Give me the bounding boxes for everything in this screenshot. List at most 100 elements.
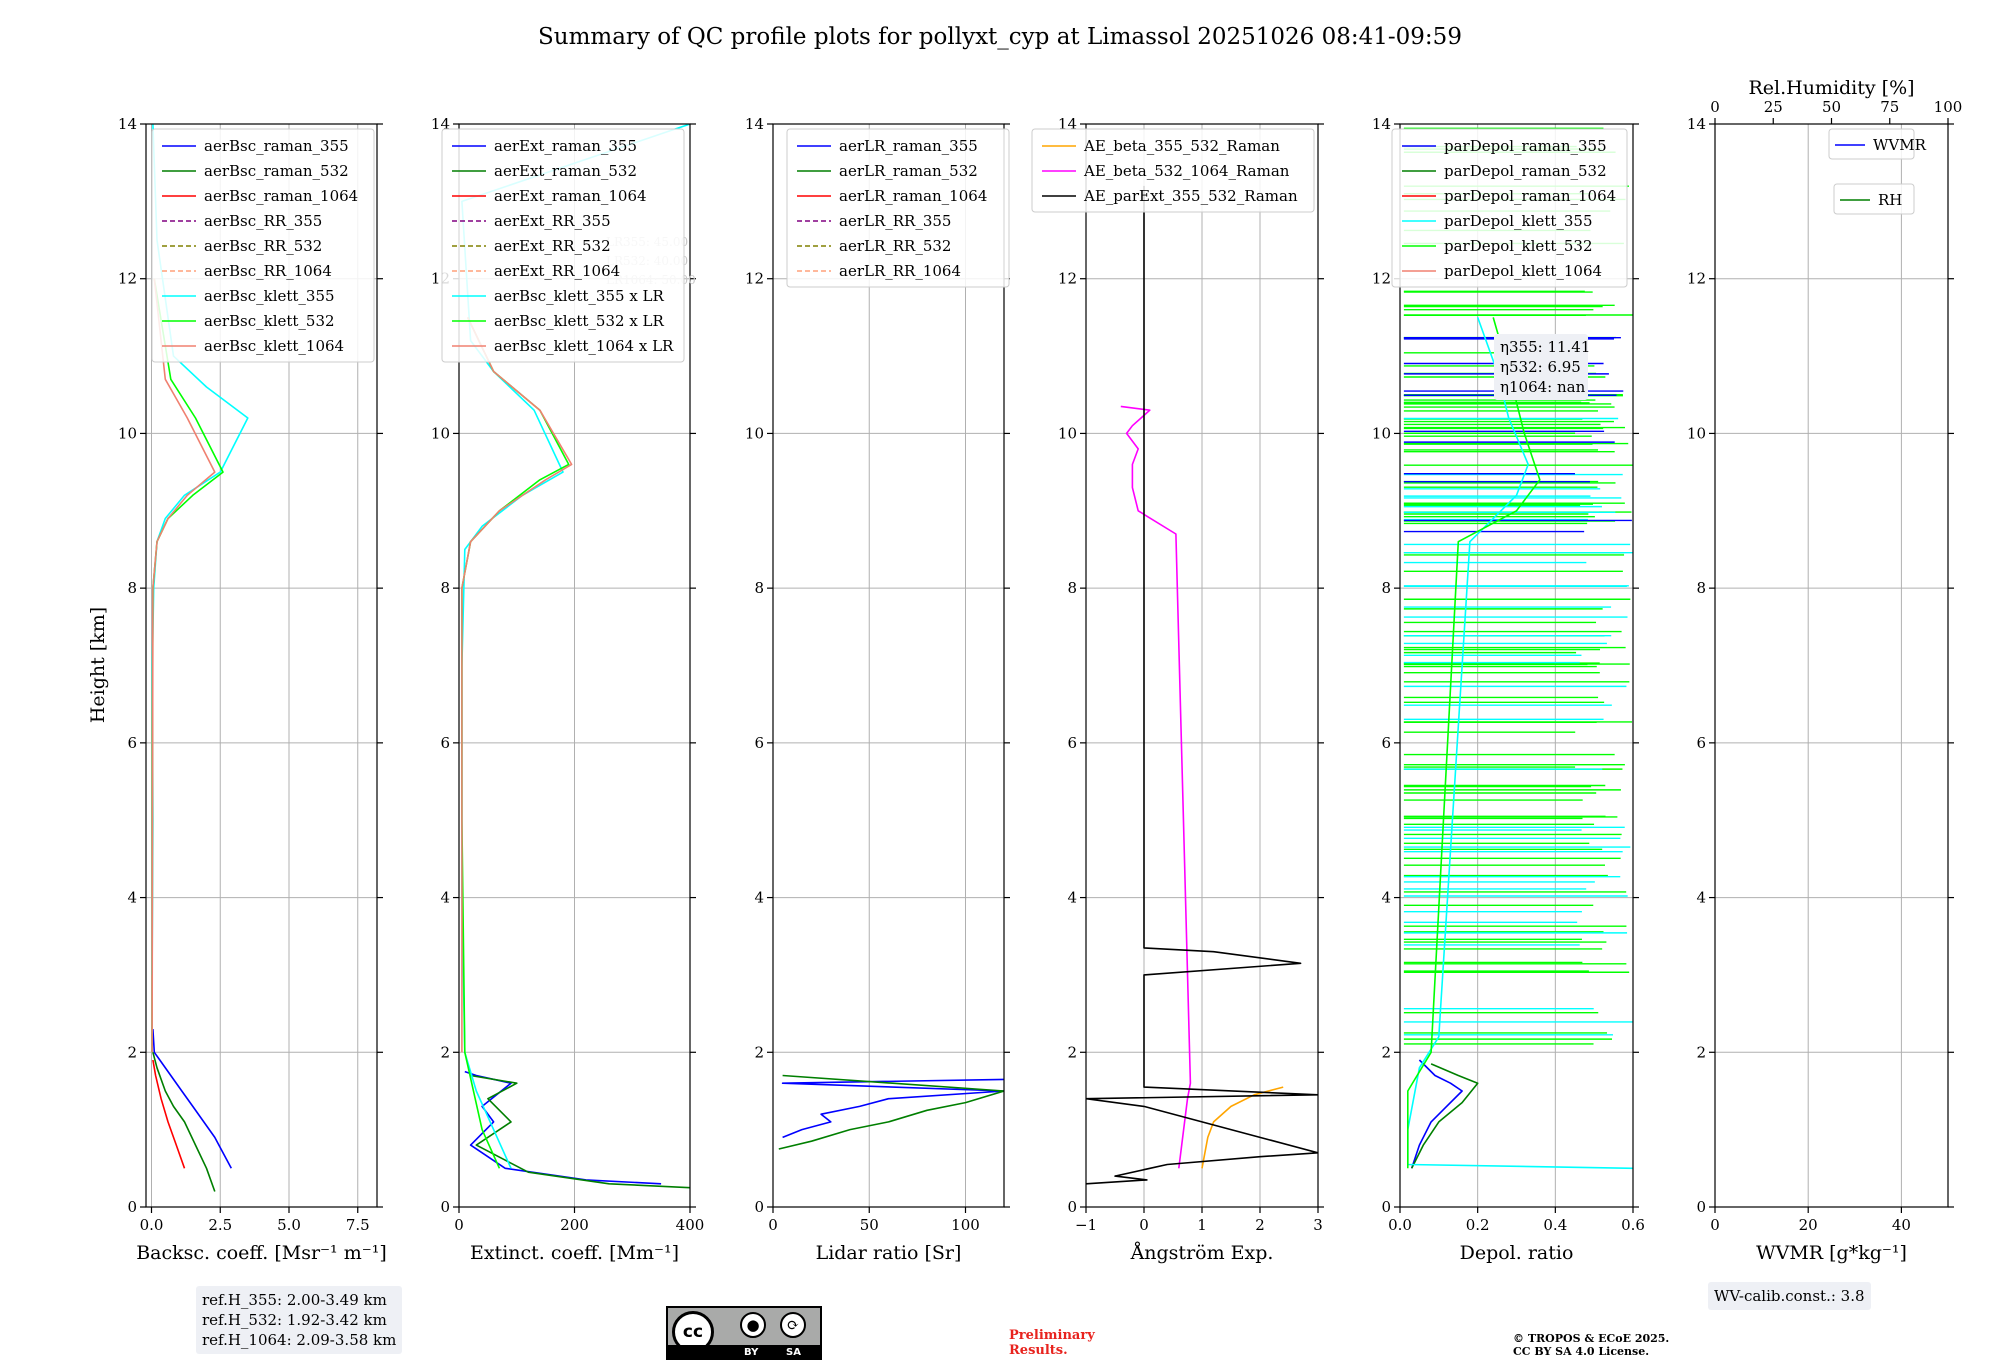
x-axis-label: Ångström Exp. [1130,1242,1274,1264]
cc-license-badge: cc ● ⟳ BY SA [666,1306,822,1360]
y-tick-label: 14 [1687,115,1706,133]
cc-by-label: BY [744,1347,758,1358]
legend-label: aerExt_RR_1064 [494,262,620,280]
preliminary-line-2: Results. [1009,1343,1095,1358]
legend-label: aerBsc_klett_1064 x LR [494,337,674,355]
y-tick-label: 10 [1372,424,1391,442]
legend-label: aerBsc_RR_532 [204,237,322,255]
x-axis-label: WVMR [g*kg⁻¹] [1756,1242,1907,1264]
legend: aerLR_raman_355aerLR_raman_532aerLR_rama… [787,129,1009,287]
qc-profile-figure: 024681012140.0 2.5 5.0 7.5Backsc. coeff. [M… [0,0,2000,1360]
y-tick-label: 2 [127,1043,137,1061]
y-tick-label: 4 [127,889,137,907]
x-tick-label: 0 [454,1216,464,1234]
y-tick-label: 14 [745,115,764,133]
legend-label: aerLR_RR_355 [839,212,951,230]
legend-label: parDepol_raman_532 [1444,162,1607,180]
series-aerExt_raman_532 [471,1076,690,1188]
legend-label: aerExt_RR_532 [494,237,611,255]
x-axis-label: Backsc. coeff. [Msr⁻¹ m⁻¹] [136,1242,387,1264]
top-x-tick-label: 0 [1710,98,1720,116]
series-aerBsc_klett_1064 [152,279,215,1053]
x-tick-label: 50 [860,1216,879,1234]
y-tick-label: 2 [754,1043,764,1061]
legend: AE_beta_355_532_Raman AE_beta_532_1064_Ra… [1032,129,1314,212]
y-tick-label: 6 [1696,734,1706,752]
x-tick-label: −1 [1075,1216,1097,1234]
legend-label: aerBsc_raman_532 [204,162,349,180]
y-tick-label: 8 [754,579,764,597]
x-tick-label: 0.0 [1388,1216,1412,1234]
x-tick-label: 200 [560,1216,589,1234]
wv-calib-box: WV-calib.const.: 3.8 [1708,1282,1871,1310]
ref-height-1064: ref.H_1064: 2.09-3.58 km [202,1330,396,1350]
legend-label: aerBsc_RR_1064 [204,262,332,280]
x-tick-label: 3 [1313,1216,1323,1234]
y-tick-label: 14 [1372,115,1391,133]
plot-area [779,1076,1004,1150]
panel-4: 02468101214−1 0 1 2 3Ångström Exp.AE_beta_35… [1032,115,1324,1264]
y-tick-label: 4 [1381,889,1391,907]
x-tick-label: 20 [1799,1216,1818,1234]
panel-1: 0 2 4 6 8 10 12 14 0.0 2.5 5.0 7.5 Backsc. coeff. [M… [118,115,387,1264]
x-axis-label: Depol. ratio [1460,1242,1574,1264]
cc-license-strip: BY SA [668,1345,820,1358]
y-axis-label: Height [km] [87,607,109,723]
y-tick-label: 0 [1696,1198,1706,1216]
legend-label: aerBsc_raman_355 [204,137,349,155]
ref-height-532: ref.H_532: 1.92-3.42 km [202,1310,396,1330]
top-x-axis-label: Rel.Humidity [%] [1748,77,1914,99]
legend-label: AE_beta_532_1064_Raman [1083,162,1290,180]
top-x-tick-label: 100 [1934,98,1963,116]
legend-label: AE_parExt_355_532_Raman [1083,187,1298,205]
y-tick-label: 10 [118,424,137,442]
legend-label: aerBsc_klett_532 [204,312,335,330]
series-aerBsc_raman_532 [153,1052,215,1191]
panel-3: 024681012140 50 100Lidar ratio [Sr]aerLR_r… [745,115,1010,1264]
copyright-line-2: CC BY SA 4.0 License. [1513,1345,1669,1358]
y-tick-label: 0 [127,1198,137,1216]
top-x-tick-label: 50 [1822,98,1841,116]
y-tick-label: 2 [1696,1043,1706,1061]
series-aerBsc_klett_1064 x LR [462,317,572,1052]
eta-annotation: η1064: nan [1500,378,1586,396]
legend-label: aerLR_raman_355 [839,137,978,155]
y-tick-label: 4 [1696,889,1706,907]
legend-label: RH [1878,191,1902,209]
x-tick-label: 0.6 [1621,1216,1645,1234]
y-tick-label: 4 [1067,889,1077,907]
y-tick-label: 2 [440,1043,450,1061]
panel-annotations: η355: 11.41η532: 6.95η1064: nan [1494,334,1590,400]
x-tick-label: 5.0 [277,1216,301,1234]
x-tick-label: 7.5 [346,1216,370,1234]
legend-label: aerExt_raman_355 [494,137,637,155]
y-tick-label: 10 [1058,424,1077,442]
preliminary-results-note: Preliminary Results. [1009,1328,1095,1358]
y-tick-label: 10 [431,424,450,442]
copyright-note: © TROPOS & ECoE 2025. CC BY SA 4.0 Licen… [1513,1332,1669,1358]
y-tick-label: 8 [440,579,450,597]
legend-label: parDepol_klett_1064 [1444,262,1602,280]
legend-label: aerLR_RR_532 [839,237,951,255]
y-tick-label: 6 [440,734,450,752]
x-tick-label: 40 [1892,1216,1911,1234]
top-x-tick-label: 25 [1764,98,1783,116]
legend-label: parDepol_klett_532 [1444,237,1593,255]
wv-calib-const: WV-calib.const.: 3.8 [1714,1286,1865,1306]
legend-label: aerBsc_klett_1064 [204,337,344,355]
x-tick-label: 0 [768,1216,778,1234]
x-axis-label: Extinct. coeff. [Mm⁻¹] [470,1242,679,1264]
x-tick-label: 1 [1197,1216,1207,1234]
y-tick-label: 12 [1058,270,1077,288]
y-tick-label: 4 [440,889,450,907]
y-tick-label: 8 [127,579,137,597]
y-tick-label: 6 [1067,734,1077,752]
x-tick-label: 400 [676,1216,705,1234]
legend-label: aerBsc_RR_355 [204,212,322,230]
y-tick-label: 8 [1381,579,1391,597]
y-tick-label: 8 [1696,579,1706,597]
legend-label: aerExt_RR_355 [494,212,611,230]
legend: parDepol_raman_355 parDepol_raman_532 parD… [1392,129,1627,287]
x-tick-label: 2 [1255,1216,1265,1234]
